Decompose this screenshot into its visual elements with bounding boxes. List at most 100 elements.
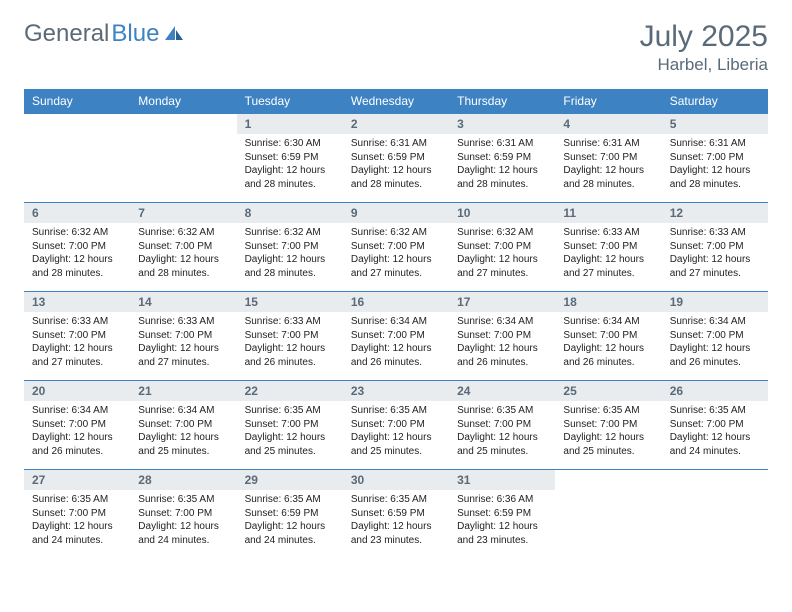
sunrise-text: Sunrise: 6:33 AM bbox=[563, 226, 653, 240]
day-number: 22 bbox=[237, 381, 343, 401]
day-number: 6 bbox=[24, 203, 130, 223]
daylight-text: Daylight: 12 hours and 28 minutes. bbox=[563, 164, 653, 191]
day-cell: 8Sunrise: 6:32 AMSunset: 7:00 PMDaylight… bbox=[237, 203, 343, 292]
day-details: Sunrise: 6:34 AMSunset: 7:00 PMDaylight:… bbox=[449, 312, 555, 375]
day-number bbox=[662, 470, 768, 476]
sunset-text: Sunset: 7:00 PM bbox=[32, 240, 122, 254]
daylight-text: Daylight: 12 hours and 26 minutes. bbox=[351, 342, 441, 369]
daylight-text: Daylight: 12 hours and 28 minutes. bbox=[457, 164, 547, 191]
day-number: 14 bbox=[130, 292, 236, 312]
calendar-body: 1Sunrise: 6:30 AMSunset: 6:59 PMDaylight… bbox=[24, 114, 768, 559]
sunrise-text: Sunrise: 6:36 AM bbox=[457, 493, 547, 507]
sunrise-text: Sunrise: 6:32 AM bbox=[457, 226, 547, 240]
sunset-text: Sunset: 7:00 PM bbox=[351, 240, 441, 254]
day-details: Sunrise: 6:33 AMSunset: 7:00 PMDaylight:… bbox=[237, 312, 343, 375]
daylight-text: Daylight: 12 hours and 28 minutes. bbox=[245, 253, 335, 280]
logo-blue: Blue bbox=[111, 20, 159, 48]
day-cell: 4Sunrise: 6:31 AMSunset: 7:00 PMDaylight… bbox=[555, 114, 661, 203]
col-tuesday: Tuesday bbox=[237, 89, 343, 114]
sunrise-text: Sunrise: 6:33 AM bbox=[138, 315, 228, 329]
daylight-text: Daylight: 12 hours and 27 minutes. bbox=[563, 253, 653, 280]
daylight-text: Daylight: 12 hours and 25 minutes. bbox=[351, 431, 441, 458]
day-cell bbox=[130, 114, 236, 203]
sunset-text: Sunset: 6:59 PM bbox=[245, 151, 335, 165]
day-details: Sunrise: 6:31 AMSunset: 7:00 PMDaylight:… bbox=[555, 134, 661, 197]
daylight-text: Daylight: 12 hours and 27 minutes. bbox=[457, 253, 547, 280]
day-number: 19 bbox=[662, 292, 768, 312]
sunrise-text: Sunrise: 6:34 AM bbox=[563, 315, 653, 329]
daylight-text: Daylight: 12 hours and 26 minutes. bbox=[32, 431, 122, 458]
sunset-text: Sunset: 7:00 PM bbox=[670, 329, 760, 343]
day-details: Sunrise: 6:35 AMSunset: 6:59 PMDaylight:… bbox=[343, 490, 449, 553]
daylight-text: Daylight: 12 hours and 25 minutes. bbox=[563, 431, 653, 458]
sunrise-text: Sunrise: 6:32 AM bbox=[245, 226, 335, 240]
daylight-text: Daylight: 12 hours and 28 minutes. bbox=[351, 164, 441, 191]
day-number bbox=[24, 114, 130, 120]
week-row: 20Sunrise: 6:34 AMSunset: 7:00 PMDayligh… bbox=[24, 381, 768, 470]
day-cell: 17Sunrise: 6:34 AMSunset: 7:00 PMDayligh… bbox=[449, 292, 555, 381]
day-number bbox=[130, 114, 236, 120]
daylight-text: Daylight: 12 hours and 24 minutes. bbox=[670, 431, 760, 458]
sunset-text: Sunset: 7:00 PM bbox=[138, 418, 228, 432]
sunrise-text: Sunrise: 6:32 AM bbox=[351, 226, 441, 240]
day-cell: 22Sunrise: 6:35 AMSunset: 7:00 PMDayligh… bbox=[237, 381, 343, 470]
day-cell bbox=[555, 470, 661, 559]
sunrise-text: Sunrise: 6:35 AM bbox=[32, 493, 122, 507]
daylight-text: Daylight: 12 hours and 25 minutes. bbox=[138, 431, 228, 458]
sunrise-text: Sunrise: 6:32 AM bbox=[32, 226, 122, 240]
day-details: Sunrise: 6:33 AMSunset: 7:00 PMDaylight:… bbox=[130, 312, 236, 375]
header: GeneralBlue July 2025 Harbel, Liberia bbox=[24, 20, 768, 75]
day-number: 21 bbox=[130, 381, 236, 401]
sunrise-text: Sunrise: 6:33 AM bbox=[670, 226, 760, 240]
day-number: 17 bbox=[449, 292, 555, 312]
day-details: Sunrise: 6:35 AMSunset: 7:00 PMDaylight:… bbox=[343, 401, 449, 464]
day-details: Sunrise: 6:35 AMSunset: 7:00 PMDaylight:… bbox=[24, 490, 130, 553]
sunset-text: Sunset: 7:00 PM bbox=[457, 329, 547, 343]
sunset-text: Sunset: 7:00 PM bbox=[245, 418, 335, 432]
sunset-text: Sunset: 7:00 PM bbox=[457, 240, 547, 254]
sunrise-text: Sunrise: 6:33 AM bbox=[245, 315, 335, 329]
day-cell: 25Sunrise: 6:35 AMSunset: 7:00 PMDayligh… bbox=[555, 381, 661, 470]
day-number: 29 bbox=[237, 470, 343, 490]
day-cell: 21 Sunrise: 6:34 AMSunset: 7:00 PMDayligh… bbox=[130, 381, 236, 470]
sunset-text: Sunset: 6:59 PM bbox=[351, 507, 441, 521]
day-number: 24 bbox=[449, 381, 555, 401]
daylight-text: Daylight: 12 hours and 28 minutes. bbox=[138, 253, 228, 280]
sunset-text: Sunset: 6:59 PM bbox=[245, 507, 335, 521]
daylight-text: Daylight: 12 hours and 26 minutes. bbox=[670, 342, 760, 369]
day-number: 4 bbox=[555, 114, 661, 134]
day-details: Sunrise: 6:34 AMSunset: 7:00 PMDaylight:… bbox=[555, 312, 661, 375]
sunrise-text: Sunrise: 6:34 AM bbox=[457, 315, 547, 329]
daylight-text: Daylight: 12 hours and 24 minutes. bbox=[32, 520, 122, 547]
sunrise-text: Sunrise: 6:30 AM bbox=[245, 137, 335, 151]
day-number: 9 bbox=[343, 203, 449, 223]
daylight-text: Daylight: 12 hours and 28 minutes. bbox=[670, 164, 760, 191]
day-number: 3 bbox=[449, 114, 555, 134]
day-number: 25 bbox=[555, 381, 661, 401]
day-details: Sunrise: 6:32 AMSunset: 7:00 PMDaylight:… bbox=[130, 223, 236, 286]
week-row: 1Sunrise: 6:30 AMSunset: 6:59 PMDaylight… bbox=[24, 114, 768, 203]
daylight-text: Daylight: 12 hours and 24 minutes. bbox=[245, 520, 335, 547]
sunrise-text: Sunrise: 6:31 AM bbox=[351, 137, 441, 151]
sunset-text: Sunset: 7:00 PM bbox=[138, 329, 228, 343]
day-number: 10 bbox=[449, 203, 555, 223]
col-friday: Friday bbox=[555, 89, 661, 114]
col-sunday: Sunday bbox=[24, 89, 130, 114]
daylight-text: Daylight: 12 hours and 25 minutes. bbox=[457, 431, 547, 458]
sunrise-text: Sunrise: 6:31 AM bbox=[670, 137, 760, 151]
day-cell: 5Sunrise: 6:31 AMSunset: 7:00 PMDaylight… bbox=[662, 114, 768, 203]
daylight-text: Daylight: 12 hours and 26 minutes. bbox=[563, 342, 653, 369]
day-details: Sunrise: 6:31 AMSunset: 7:00 PMDaylight:… bbox=[662, 134, 768, 197]
day-cell: 15Sunrise: 6:33 AMSunset: 7:00 PMDayligh… bbox=[237, 292, 343, 381]
calendar-table: Sunday Monday Tuesday Wednesday Thursday… bbox=[24, 89, 768, 558]
day-number: 2 bbox=[343, 114, 449, 134]
day-cell: 20Sunrise: 6:34 AMSunset: 7:00 PMDayligh… bbox=[24, 381, 130, 470]
sunrise-text: Sunrise: 6:34 AM bbox=[670, 315, 760, 329]
sunset-text: Sunset: 7:00 PM bbox=[563, 151, 653, 165]
sunset-text: Sunset: 7:00 PM bbox=[670, 418, 760, 432]
sunrise-text: Sunrise: 6:34 AM bbox=[138, 404, 228, 418]
day-number: 15 bbox=[237, 292, 343, 312]
day-number: 7 bbox=[130, 203, 236, 223]
daylight-text: Daylight: 12 hours and 23 minutes. bbox=[351, 520, 441, 547]
title-block: July 2025 Harbel, Liberia bbox=[640, 20, 768, 75]
